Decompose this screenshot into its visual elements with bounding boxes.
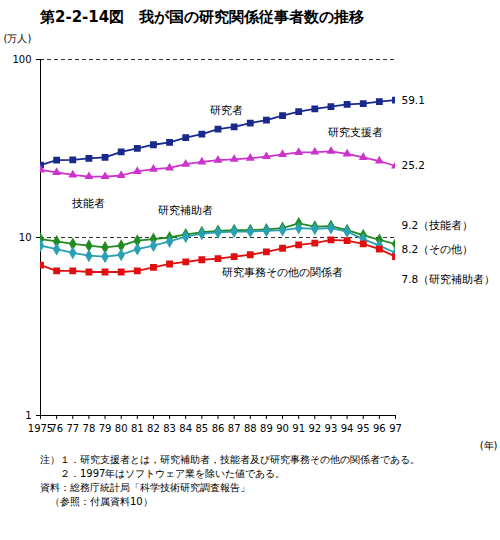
svg-text:76: 76 [50, 423, 63, 434]
svg-text:89: 89 [260, 423, 273, 434]
svg-text:81: 81 [131, 423, 144, 434]
svg-text:90: 90 [276, 423, 289, 434]
svg-text:85: 85 [195, 423, 208, 434]
svg-text:1975: 1975 [27, 422, 54, 434]
svg-text:8.2（その他）: 8.2（その他） [402, 243, 474, 255]
svg-text:技能者: 技能者 [71, 197, 105, 210]
svg-text:97: 97 [389, 423, 402, 434]
html-text:（参照：付属資料10）: （参照：付属資料10） [40, 496, 153, 507]
html-text:注）１．研究支援者とは，研究補助者，技能者及び研究事務その他: 注）１．研究支援者とは，研究補助者，技能者及び研究事務その他の関係者である。 [40, 454, 420, 465]
svg-text:96: 96 [373, 423, 386, 434]
svg-text:86: 86 [212, 423, 225, 434]
svg-text:(万人): (万人) [4, 33, 32, 44]
svg-text:100: 100 [12, 54, 31, 65]
svg-text:79: 79 [99, 423, 112, 434]
svg-text:91: 91 [292, 423, 305, 434]
svg-text:研究補助者: 研究補助者 [158, 204, 213, 217]
svg-text:1: 1 [25, 410, 31, 421]
svg-text:(年): (年) [480, 440, 498, 451]
svg-text:研究事務その他の関係者: 研究事務その他の関係者 [222, 266, 343, 279]
svg-text:84: 84 [179, 423, 192, 434]
svg-text:59.1: 59.1 [402, 94, 425, 106]
svg-text:92: 92 [308, 423, 321, 434]
svg-text:83: 83 [163, 423, 176, 434]
svg-text:94: 94 [341, 423, 354, 434]
svg-text:7.8（研究補助者）: 7.8（研究補助者） [402, 273, 496, 285]
svg-text:95: 95 [357, 423, 370, 434]
svg-text:10: 10 [19, 232, 32, 243]
svg-text:77: 77 [66, 423, 79, 434]
svg-text:研究支援者: 研究支援者 [328, 126, 383, 139]
html-text:第2-2-14図 我が国の研究関係従事者数の推移: 第2-2-14図 我が国の研究関係従事者数の推移 [40, 8, 365, 26]
svg-text:87: 87 [228, 423, 241, 434]
svg-text:研究者: 研究者 [210, 104, 243, 117]
svg-text:78: 78 [83, 423, 96, 434]
svg-text:9.2（技能者）: 9.2（技能者） [402, 219, 474, 231]
svg-text:25.2: 25.2 [402, 159, 425, 171]
svg-text:93: 93 [325, 423, 338, 434]
html-text:資料：総務庁統計局「科学技術研究調査報告」: 資料：総務庁統計局「科学技術研究調査報告」 [40, 482, 250, 493]
svg-text:82: 82 [147, 423, 160, 434]
html-text:２．1997年はソフトウェア業を除いた値である。: ２．1997年はソフトウェア業を除いた値である。 [40, 468, 286, 479]
svg-text:88: 88 [244, 423, 257, 434]
svg-text:80: 80 [115, 423, 128, 434]
